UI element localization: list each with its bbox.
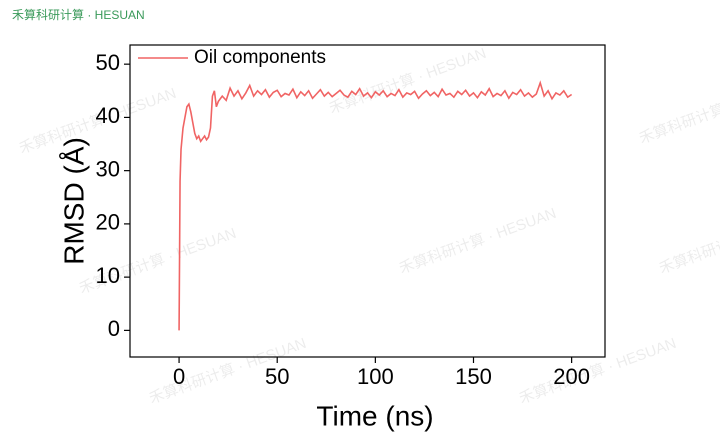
y-tick-label: 40 xyxy=(96,103,120,128)
y-tick-label: 50 xyxy=(96,50,120,75)
watermark: 禾算科研计算 · HESUAN xyxy=(517,334,679,408)
y-tick-label: 30 xyxy=(96,156,120,181)
plot-frame xyxy=(129,44,606,358)
x-tick-label: 200 xyxy=(553,364,590,389)
brand: 禾算科研计算 · HESUAN xyxy=(12,7,145,22)
x-tick-label: 50 xyxy=(265,364,289,389)
x-tick-label: 150 xyxy=(455,364,492,389)
x-tick-label: 0 xyxy=(173,364,185,389)
x-tick-label: 100 xyxy=(357,364,394,389)
watermark: 禾算科研计算 · HESUAN xyxy=(327,44,489,118)
y-tick-label: 10 xyxy=(96,263,120,288)
watermark: 禾算科研计算 · HESUAN xyxy=(657,204,720,278)
watermark: 禾算科研计算 · HESUAN xyxy=(397,204,559,278)
watermark: 禾算科研计算 · HESUAN xyxy=(637,74,720,148)
x-axis-title: Time (ns) xyxy=(316,400,433,431)
legend-label: Oil components xyxy=(194,47,326,68)
y-axis-title: RMSD (Å) xyxy=(58,137,89,265)
data-line xyxy=(178,80,573,331)
y-tick-label: 20 xyxy=(96,210,120,235)
y-tick-label: 0 xyxy=(108,316,120,341)
